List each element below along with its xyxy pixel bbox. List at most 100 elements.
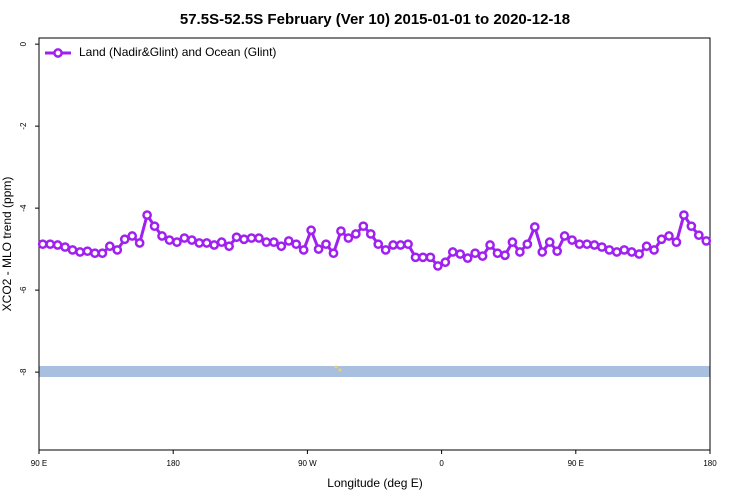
- point: [559, 231, 570, 241]
- point: [328, 248, 339, 259]
- point: [462, 253, 473, 263]
- point: [194, 238, 205, 248]
- point: [112, 245, 123, 255]
- point: [172, 237, 182, 248]
- y-axis-label: XCO2 - MLO trend (ppm): [0, 177, 14, 312]
- point: [544, 237, 555, 248]
- point: [60, 242, 70, 252]
- point: [425, 252, 436, 263]
- point: [507, 237, 518, 248]
- point: [142, 210, 152, 220]
- point: [231, 232, 242, 243]
- point: [589, 240, 600, 250]
- point: [201, 238, 212, 248]
- x-tick-label: 180: [703, 459, 717, 468]
- point: [395, 240, 406, 250]
- point: [224, 241, 234, 252]
- x-tick-label: 90 E: [568, 459, 584, 468]
- point: [209, 240, 220, 250]
- point: [574, 239, 585, 250]
- point: [597, 242, 607, 252]
- point: [679, 210, 689, 220]
- point: [283, 236, 294, 246]
- point: [388, 240, 398, 250]
- point: [321, 239, 331, 250]
- point: [470, 248, 480, 259]
- land-dot: [334, 365, 338, 369]
- x-tick-label: 90 E: [31, 459, 47, 468]
- legend-marker: [53, 48, 63, 58]
- point: [134, 238, 145, 248]
- point: [693, 230, 704, 241]
- point: [410, 252, 421, 263]
- point: [522, 239, 533, 250]
- x-axis-label: Longitude (deg E): [327, 476, 422, 490]
- point: [351, 229, 361, 239]
- point: [254, 233, 264, 243]
- point: [552, 246, 563, 257]
- point: [127, 231, 138, 241]
- point: [90, 248, 100, 259]
- y-tick-label: 0: [19, 41, 28, 46]
- chart-title: 57.5S-52.5S February (Ver 10) 2015-01-01…: [180, 11, 570, 28]
- point: [75, 247, 85, 257]
- point: [537, 247, 548, 257]
- point: [149, 221, 160, 232]
- point: [611, 247, 622, 257]
- point: [97, 248, 108, 259]
- point: [216, 237, 227, 248]
- point: [447, 247, 458, 257]
- point: [261, 237, 272, 248]
- x-tick-label: 180: [167, 459, 181, 468]
- point: [298, 245, 309, 255]
- point: [336, 226, 346, 236]
- legend-label: Land (Nadir&Glint) and Ocean (Glint): [79, 45, 276, 59]
- y-tick-label: -2: [19, 122, 28, 130]
- point: [567, 235, 577, 245]
- y-tick-label: -6: [19, 286, 28, 294]
- point: [52, 240, 63, 250]
- point: [500, 250, 510, 261]
- point: [239, 234, 249, 245]
- point: [686, 221, 697, 232]
- point: [440, 257, 451, 268]
- point: [671, 237, 682, 248]
- point: [626, 247, 637, 257]
- point: [649, 245, 659, 255]
- point: [380, 245, 391, 255]
- point: [455, 249, 466, 259]
- point: [276, 241, 287, 252]
- y-tick-label: -4: [19, 204, 28, 212]
- x-tick-label: 90 W: [298, 459, 317, 468]
- point: [656, 234, 667, 245]
- land-strip: [39, 366, 710, 377]
- point: [104, 241, 115, 252]
- point: [358, 221, 369, 232]
- point: [582, 239, 592, 250]
- point: [157, 231, 167, 241]
- point: [664, 231, 674, 241]
- y-tick-label: -8: [19, 368, 28, 376]
- point: [619, 245, 630, 255]
- point: [164, 235, 175, 245]
- point: [529, 222, 540, 232]
- point: [485, 240, 495, 250]
- point: [403, 239, 413, 250]
- point: [492, 248, 503, 259]
- point: [179, 233, 190, 243]
- point: [433, 261, 443, 271]
- point: [604, 245, 615, 255]
- point: [641, 241, 652, 252]
- point: [45, 239, 56, 250]
- point: [515, 247, 525, 257]
- point: [701, 236, 712, 246]
- point: [313, 244, 324, 254]
- point: [37, 239, 48, 250]
- land-dot: [338, 368, 342, 372]
- x-tick-label: 0: [439, 459, 444, 468]
- point: [343, 233, 354, 243]
- point: [418, 252, 428, 263]
- point: [67, 245, 78, 255]
- point: [291, 239, 302, 250]
